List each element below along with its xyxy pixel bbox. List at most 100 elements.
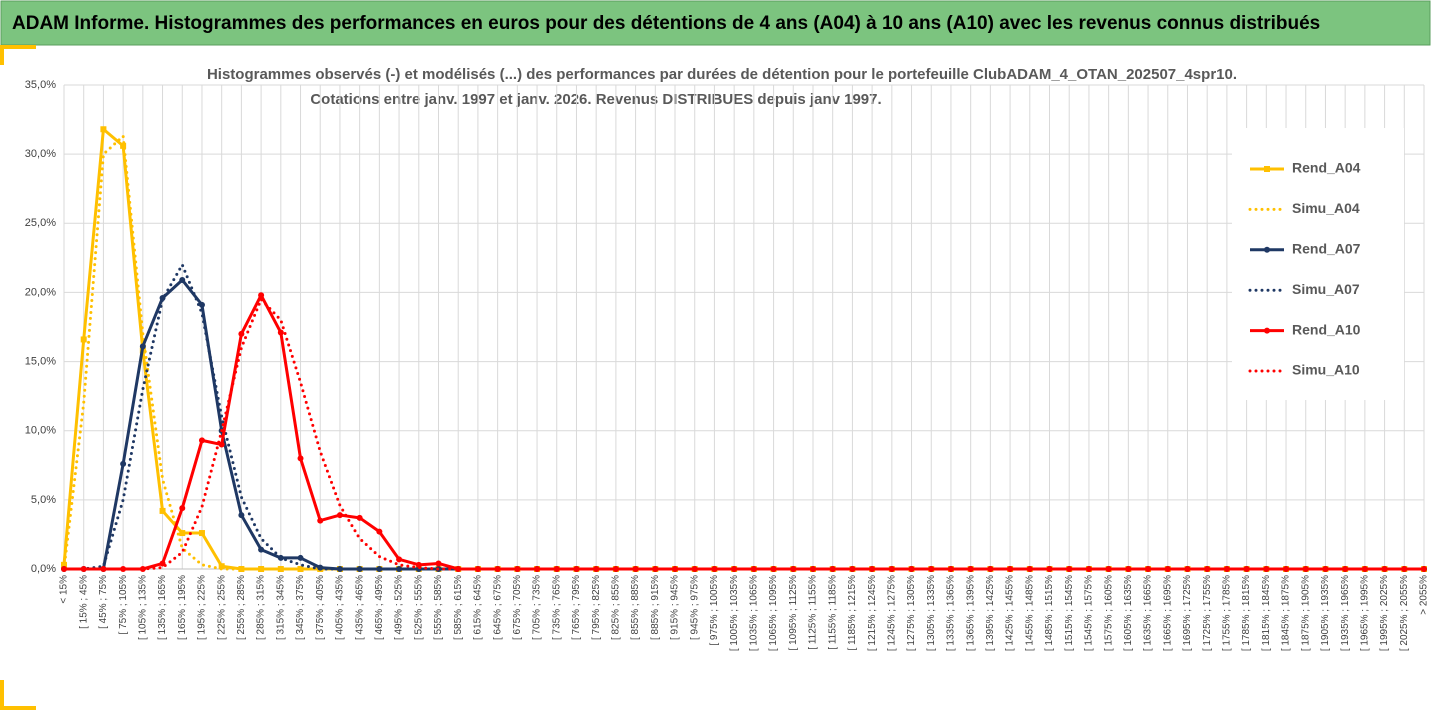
marker [731,566,738,572]
x-tick-label: [ 1185% ; 1215% [847,575,858,651]
x-tick-label: [ 465% ; 495% [374,575,385,640]
x-tick-label: [ 1305% ; 1335% [926,575,937,651]
marker [869,566,876,572]
x-tick-label: [ 1905% ; 1935% [1320,575,1331,651]
marker [218,441,225,448]
x-tick-label: [ 45% ; 75% [98,575,109,629]
series-line [62,297,1426,571]
x-tick-label: [ 705% ; 735% [532,575,543,640]
y-tick-label: 5,0% [31,494,56,506]
marker [790,566,797,572]
marker [750,566,757,572]
x-tick-label: [ 1485% ; 1515% [1044,575,1055,651]
marker [198,437,205,444]
x-tick-label: [ 1695% ; 1725% [1182,575,1193,651]
legend-label: Simu_A04 [1292,200,1360,216]
marker [1085,566,1092,572]
y-tick-label: 10,0% [25,425,56,437]
legend-label: Rend_A04 [1292,160,1361,176]
x-tick-label: [ 1605% ; 1635% [1123,575,1134,651]
x-tick-label: [ 1425% ; 1455% [1005,575,1016,651]
marker [297,554,304,561]
marker [80,566,87,572]
marker [317,517,324,524]
marker [1066,566,1073,572]
marker [218,563,225,570]
marker [888,566,895,572]
accent [0,45,4,65]
marker [238,330,245,337]
x-tick-label: [ 975% ; 1005% [709,575,720,646]
legend-label: Rend_A10 [1292,321,1361,337]
x-tick-label: [ 1215% ; 1245% [867,575,878,651]
marker [258,566,265,572]
marker [80,336,87,343]
x-tick-label: [ 1395% ; 1425% [985,575,996,651]
header-title: ADAM Informe. Histogrammes des performan… [12,13,1320,34]
x-tick-label: [ 435% ; 465% [354,575,365,640]
marker [947,566,954,572]
x-tick-label: < 15% [59,575,70,604]
marker [435,560,442,567]
marker [277,329,284,336]
marker [514,566,521,572]
marker [1361,566,1368,572]
marker [61,561,67,568]
marker [1342,566,1349,572]
marker [376,528,383,535]
x-tick-label: [ 375% ; 405% [315,575,326,640]
marker [1026,566,1033,572]
marker [1007,566,1014,572]
x-tick-label: [ 1455% ; 1485% [1024,575,1035,651]
legend-label: Rend_A07 [1292,241,1361,257]
marker [809,566,816,572]
x-tick-label: [ 585% ; 615% [453,575,464,640]
x-tick-label: [ 1545% ; 1575% [1084,575,1095,651]
marker [179,276,186,283]
y-tick-label: 0,0% [31,563,56,575]
accent [0,45,36,49]
x-tick-label: [ 1755% ; 1785% [1222,575,1233,651]
x-tick-label: [ 1515% ; 1545% [1064,575,1075,651]
marker [356,566,363,572]
x-tick-label: [ 495% ; 525% [394,575,405,640]
marker [100,566,107,572]
accent [0,706,36,710]
marker [336,512,343,519]
x-tick-label: [ 285% ; 315% [256,575,267,640]
marker [1164,566,1171,572]
marker [120,460,127,467]
x-tick-label: [ 1635% ; 1665% [1143,575,1154,651]
x-tick-label: [ 1845% ; 1875% [1281,575,1292,651]
marker [612,566,619,572]
marker [258,292,265,299]
x-tick-label: [ 75% ; 105% [118,575,129,635]
x-tick-label: [ 1275% ; 1305% [906,575,917,651]
marker [534,566,541,572]
y-tick-label: 20,0% [25,286,56,298]
x-tick-label: [ 1095% ; 1125% [788,575,799,651]
marker [1421,566,1427,572]
legend-marker [1264,327,1270,334]
chart-title: Histogrammes observés (-) et modélisés (… [207,66,1237,83]
marker [159,507,166,514]
x-tick-label: [ 1875% ; 1905% [1300,575,1311,651]
legend-label: Simu_A07 [1292,281,1360,297]
x-tick-label: [ 735% ; 765% [551,575,562,640]
legend-marker [1264,166,1270,172]
x-tick-label: [ 15% ; 45% [78,575,89,629]
x-tick-label: [ 525% ; 555% [413,575,424,640]
x-tick-label: [ 915% ; 945% [670,575,681,640]
marker [198,530,205,537]
header-banner [0,0,1431,46]
marker [120,142,127,149]
x-tick-label: [ 1575% ; 1605% [1103,575,1114,651]
x-tick-label: [ 1995% ; 2025% [1379,575,1390,651]
y-tick-label: 15,0% [25,355,56,367]
marker [258,546,265,553]
y-tick-label: 25,0% [25,217,56,229]
marker [238,512,245,519]
x-tick-label: [ 345% ; 375% [295,575,306,640]
marker [593,566,600,572]
x-tick-label: [ 795% ; 825% [591,575,602,640]
